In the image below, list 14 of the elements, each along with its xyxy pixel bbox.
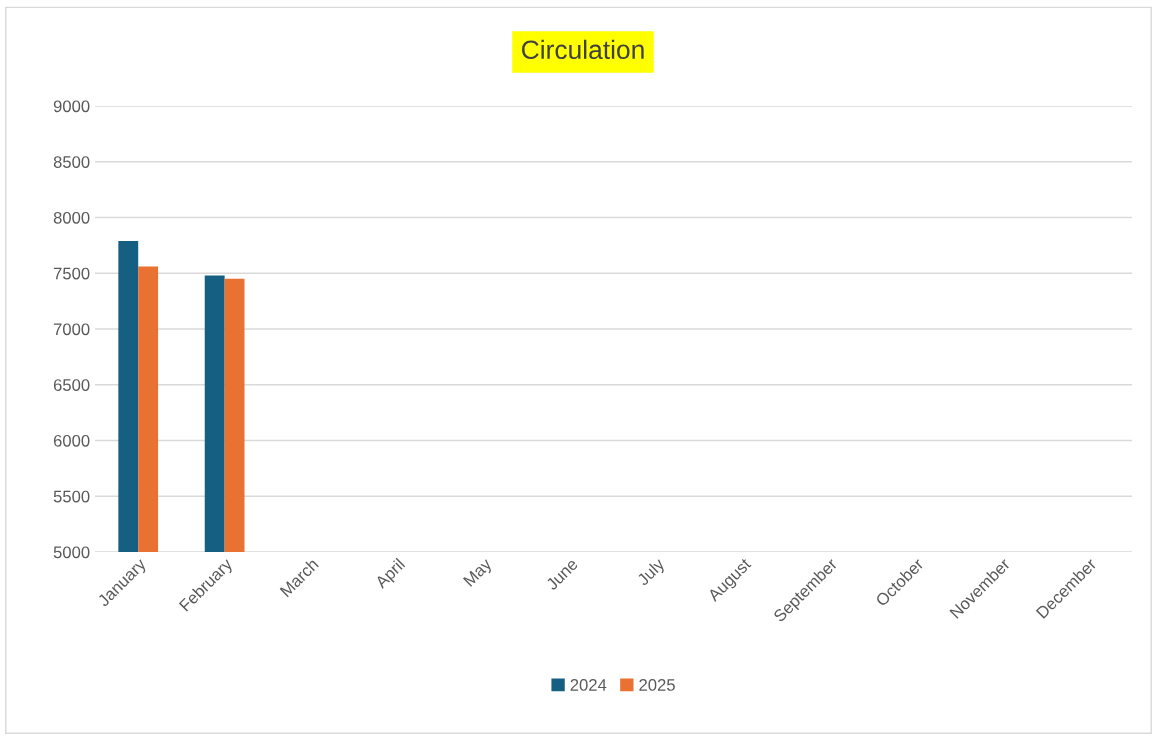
chart-title: Circulation xyxy=(522,39,644,60)
y-tick-label: 6500 xyxy=(53,379,90,391)
x-tick-label: May xyxy=(463,557,495,590)
y-tick-label: 6000 xyxy=(53,434,90,447)
x-tick-label: July xyxy=(635,556,668,589)
y-tick-label: 7500 xyxy=(53,267,90,280)
y-tick-label: 8000 xyxy=(53,211,90,224)
legend-label: 2025 xyxy=(639,679,675,691)
y-tick-label: 9000 xyxy=(53,100,90,113)
y-tick-label: 5500 xyxy=(53,490,90,503)
y-tick-label: 8500 xyxy=(53,156,90,168)
y-tick-label: 7000 xyxy=(53,323,90,336)
y-tick-label: 5000 xyxy=(53,546,90,559)
legend-label: 2024 xyxy=(570,679,607,691)
